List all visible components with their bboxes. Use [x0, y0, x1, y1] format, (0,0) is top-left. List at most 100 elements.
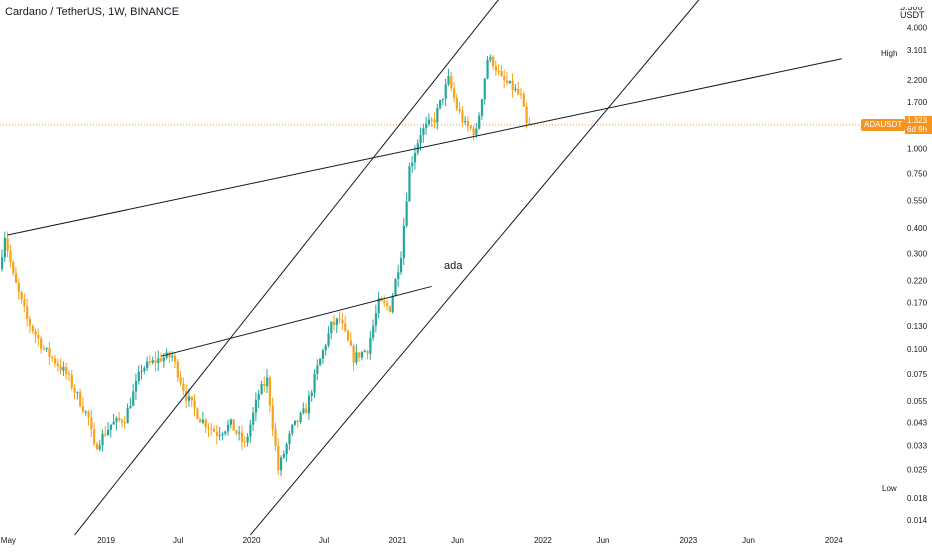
- candle-body: [411, 162, 414, 167]
- candle-body: [14, 273, 18, 283]
- candle-body: [93, 429, 96, 444]
- trendline-resistance-long: [7, 58, 842, 236]
- candle-body: [107, 429, 110, 436]
- candle-body: [316, 365, 319, 374]
- price-tick-label: 0.025: [907, 466, 928, 475]
- candle-body: [90, 417, 93, 430]
- candle-body: [204, 419, 207, 428]
- candles: [0, 54, 531, 477]
- candle-body: [372, 325, 375, 338]
- candle-body: [511, 80, 514, 91]
- candle-body: [3, 238, 6, 258]
- candle-body: [87, 411, 90, 418]
- candle-body: [221, 433, 224, 436]
- time-tick-label: 2024: [825, 536, 843, 545]
- candle-body: [483, 78, 486, 100]
- candle-body: [232, 419, 235, 431]
- candle-body: [280, 457, 283, 471]
- time-tick-label: 2020: [243, 536, 261, 545]
- candle-body: [383, 300, 386, 304]
- candle-body: [324, 345, 327, 351]
- candle-body: [433, 119, 436, 123]
- candle-body: [48, 347, 51, 357]
- chart-title: Cardano / TetherUS, 1W, BINANCE: [5, 6, 180, 18]
- candle-body: [260, 383, 263, 395]
- candle-body: [148, 361, 152, 363]
- candle-body: [0, 257, 4, 270]
- candle-body: [59, 366, 62, 371]
- candle-body: [37, 335, 40, 339]
- candle-body: [42, 348, 46, 350]
- candle-body: [310, 392, 313, 396]
- candle-body: [235, 430, 238, 434]
- last-price-value: 1.323: [907, 116, 928, 125]
- candle-body: [330, 321, 333, 334]
- candle-body: [73, 387, 76, 393]
- candle-body: [243, 441, 246, 443]
- candle-body: [263, 383, 266, 387]
- annotation-text[interactable]: ada: [444, 260, 463, 272]
- candle-body: [475, 128, 478, 135]
- candle-body: [76, 392, 79, 394]
- candle-body: [374, 313, 378, 326]
- candle-body: [146, 361, 149, 368]
- candle-body: [397, 272, 400, 280]
- candle-body: [34, 331, 37, 336]
- time-tick-label: 2019: [97, 536, 115, 545]
- price-tick-label: 0.170: [907, 299, 928, 308]
- low-label: Low: [882, 484, 897, 493]
- price-tick-label: 0.014: [907, 516, 928, 525]
- time-tick-label: Jun: [742, 536, 755, 545]
- time-tick-label: Jul: [173, 536, 183, 545]
- candle-body: [519, 93, 523, 95]
- candle-body: [112, 421, 115, 425]
- candle-body: [447, 75, 450, 85]
- candle-body: [402, 225, 405, 259]
- currency-label: USDT: [900, 10, 925, 20]
- candle-body: [478, 115, 481, 129]
- candle-body: [307, 395, 311, 414]
- candle-body: [28, 318, 32, 326]
- candle-body: [157, 358, 160, 364]
- candle-body: [151, 360, 154, 363]
- candle-body: [492, 56, 495, 66]
- candle-body: [436, 107, 439, 123]
- candle-body: [126, 407, 129, 424]
- price-axis-top-label: 5.500: [900, 7, 932, 11]
- time-tick-label: Jun: [451, 536, 464, 545]
- candle-body: [450, 75, 453, 89]
- candle-body: [54, 358, 57, 364]
- price-axis: 4.000 3.101 2.200 1.700 1.000 0.750 0.550 0.400…: [907, 24, 928, 525]
- candle-body: [120, 420, 124, 423]
- candle-body: [40, 338, 43, 349]
- candle-body: [282, 453, 285, 458]
- candle-body: [352, 345, 355, 363]
- time-tick-label: 2023: [679, 536, 697, 545]
- candle-body: [51, 356, 54, 359]
- candle-body: [503, 75, 506, 81]
- candle-body: [452, 88, 456, 98]
- price-tick-label: 0.075: [907, 370, 928, 379]
- candle-body: [171, 355, 174, 358]
- candle-body: [12, 262, 15, 274]
- candle-body: [62, 367, 65, 371]
- candle-body: [115, 417, 118, 422]
- candle-body: [522, 93, 525, 107]
- time-tick-label: May: [1, 536, 16, 545]
- candle-body: [405, 201, 408, 226]
- price-axis-currency: 5.500 USDT: [900, 7, 932, 20]
- candle-body: [291, 424, 294, 434]
- candle-body: [489, 56, 492, 60]
- price-tick-label: 0.055: [907, 397, 928, 406]
- candle-body: [472, 128, 475, 135]
- candle-body: [238, 432, 241, 434]
- candle-body: [132, 391, 135, 406]
- candle-body: [441, 98, 445, 100]
- time-tick-label: Jul: [319, 536, 329, 545]
- candle-body: [413, 152, 417, 163]
- candle-body: [444, 84, 447, 99]
- price-tick-label: 1.700: [907, 98, 928, 107]
- candle-body: [425, 123, 428, 129]
